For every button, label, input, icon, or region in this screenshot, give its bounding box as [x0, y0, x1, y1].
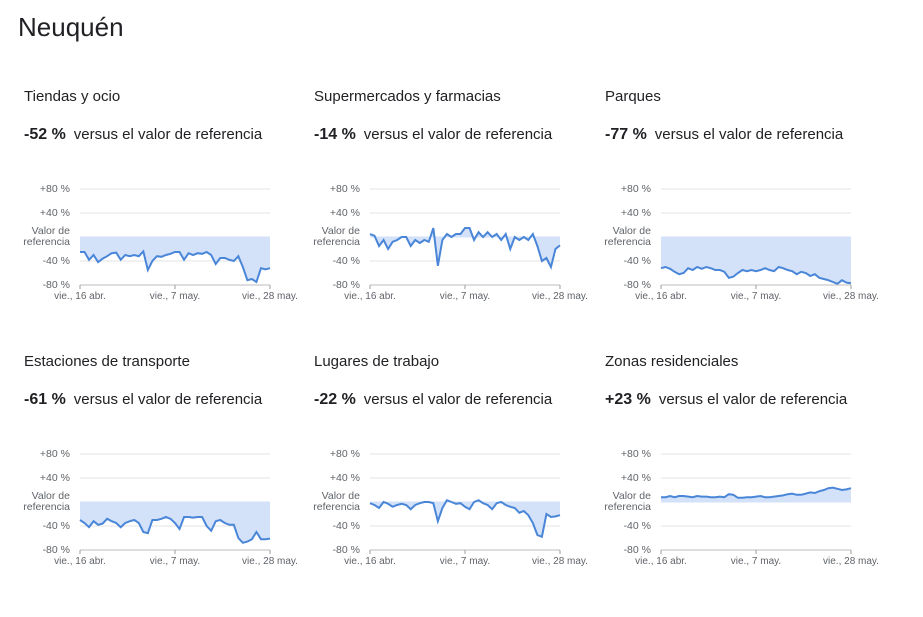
- chart-title: Tiendas y ocio: [24, 88, 121, 105]
- y-tick-label: +40 %: [39, 471, 70, 484]
- chart-title: Parques: [605, 88, 661, 105]
- x-tick-label: vie., 7 may.: [731, 556, 781, 567]
- y-tick-label: +80 %: [620, 447, 651, 460]
- change-note: versus el valor de referencia: [73, 391, 263, 408]
- y-tick-label: Valor de referencia: [23, 490, 70, 513]
- x-tick-label: vie., 28 may.: [242, 291, 298, 302]
- y-tick-label: Valor de referencia: [604, 490, 651, 513]
- headline: -52 % versus el valor de referencia: [24, 126, 262, 144]
- plot: vie., 16 abr. vie., 7 may. vie., 28 may.: [344, 188, 588, 302]
- y-tick-label: -40 %: [332, 254, 360, 267]
- x-tick-label: vie., 28 may.: [823, 556, 879, 567]
- y-tick-label: -40 %: [42, 519, 70, 532]
- y-tick-label: -80 %: [332, 543, 360, 556]
- trend-line: [80, 249, 271, 284]
- plot: vie., 16 abr. vie., 7 may. vie., 28 may.: [54, 188, 298, 302]
- change-note: versus el valor de referencia: [654, 126, 844, 143]
- plot: vie., 16 abr. vie., 7 may. vie., 28 may.: [635, 453, 879, 567]
- y-tick-label: +80 %: [329, 447, 360, 460]
- x-tick-label: vie., 7 may.: [440, 291, 490, 302]
- x-tick-label: vie., 16 abr.: [344, 291, 396, 302]
- headline: -61 % versus el valor de referencia: [24, 391, 262, 409]
- change-note: versus el valor de referencia: [363, 391, 553, 408]
- y-tick-label: +40 %: [620, 206, 651, 219]
- trend-line: [661, 486, 852, 499]
- chart-title: Estaciones de transporte: [24, 353, 190, 370]
- chart-card: Lugares de trabajo -22 % versus el valor d…: [313, 345, 604, 585]
- headline: -14 % versus el valor de referencia: [314, 126, 552, 144]
- x-tick-label: vie., 16 abr.: [635, 291, 687, 302]
- y-tick-label: -80 %: [42, 278, 70, 291]
- x-tick-label: vie., 28 may.: [532, 291, 588, 302]
- chart-card: Parques -77 % versus el valor de referenci…: [604, 80, 895, 320]
- page-title: Neuquén: [18, 12, 124, 42]
- y-tick-label: -40 %: [623, 519, 651, 532]
- y-tick-label: -40 %: [332, 519, 360, 532]
- change-note: versus el valor de referencia: [363, 126, 553, 143]
- x-tick-label: vie., 7 may.: [731, 291, 781, 302]
- plot: vie., 16 abr. vie., 7 may. vie., 28 may.: [635, 188, 879, 302]
- chart-card: Supermercados y farmacias -14 % versus el …: [313, 80, 604, 320]
- y-tick-label: Valor de referencia: [313, 490, 360, 513]
- y-tick-label: -80 %: [623, 278, 651, 291]
- change-value: -14 %: [314, 126, 356, 143]
- y-tick-label: +80 %: [39, 182, 70, 195]
- x-tick-label: vie., 16 abr.: [54, 556, 106, 567]
- trend-line: [660, 265, 852, 285]
- change-note: versus el valor de referencia: [73, 126, 263, 143]
- y-tick-label: +80 %: [39, 447, 70, 460]
- change-value: -52 %: [24, 126, 66, 143]
- x-tick-label: vie., 28 may.: [242, 556, 298, 567]
- y-tick-label: Valor de referencia: [313, 225, 360, 248]
- y-tick-label: +40 %: [329, 471, 360, 484]
- y-tick-label: +40 %: [39, 206, 70, 219]
- change-value: -77 %: [605, 126, 647, 143]
- y-tick-label: +40 %: [620, 471, 651, 484]
- y-tick-label: Valor de referencia: [604, 225, 651, 248]
- chart-title: Zonas residenciales: [605, 353, 739, 370]
- chart-title: Lugares de trabajo: [314, 353, 440, 370]
- x-tick-label: vie., 28 may.: [823, 291, 879, 302]
- x-tick-label: vie., 7 may.: [150, 291, 200, 302]
- baseline-area: [661, 237, 851, 284]
- baseline-area: [80, 237, 270, 282]
- y-tick-label: +40 %: [329, 206, 360, 219]
- change-value: -22 %: [314, 391, 356, 408]
- y-tick-label: -80 %: [332, 278, 360, 291]
- trend-line: [79, 515, 271, 544]
- trend-line: [369, 227, 561, 270]
- x-tick-label: vie., 7 may.: [150, 556, 200, 567]
- change-value: -61 %: [24, 391, 66, 408]
- y-tick-label: +80 %: [620, 182, 651, 195]
- y-tick-label: -40 %: [623, 254, 651, 267]
- x-tick-label: vie., 16 abr.: [635, 556, 687, 567]
- chart-title: Supermercados y farmacias: [314, 88, 501, 105]
- x-tick-label: vie., 16 abr.: [344, 556, 396, 567]
- plot: vie., 16 abr. vie., 7 may. vie., 28 may.: [344, 453, 588, 567]
- headline: +23 % versus el valor de referencia: [605, 391, 847, 409]
- y-tick-label: Valor de referencia: [23, 225, 70, 248]
- change-note: versus el valor de referencia: [658, 391, 848, 408]
- x-tick-label: vie., 16 abr.: [54, 291, 106, 302]
- chart-card: Tiendas y ocio -52 % versus el valor de re…: [23, 80, 314, 320]
- y-tick-label: -80 %: [623, 543, 651, 556]
- y-tick-label: -40 %: [42, 254, 70, 267]
- change-value: +23 %: [605, 391, 651, 408]
- chart-card: Estaciones de transporte -61 % versus el v…: [23, 345, 314, 585]
- headline: -22 % versus el valor de referencia: [314, 391, 552, 409]
- baseline-area: [370, 228, 560, 267]
- x-tick-label: vie., 28 may.: [532, 556, 588, 567]
- trend-line: [369, 498, 561, 539]
- baseline-area: [661, 487, 851, 502]
- plot: vie., 16 abr. vie., 7 may. vie., 28 may.: [54, 453, 298, 567]
- headline: -77 % versus el valor de referencia: [605, 126, 843, 144]
- y-tick-label: +80 %: [329, 182, 360, 195]
- chart-card: Zonas residenciales +23 % versus el valor …: [604, 345, 895, 585]
- y-tick-label: -80 %: [42, 543, 70, 556]
- x-tick-label: vie., 7 may.: [440, 556, 490, 567]
